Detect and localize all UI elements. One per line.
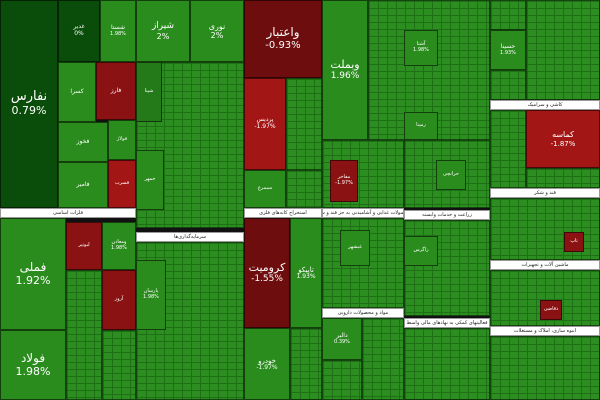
tile-fowlad[interactable]: فولاد 1.98%: [0, 330, 66, 400]
tile-remapna[interactable]: رمپنا: [404, 112, 438, 140]
tile-heranchi[interactable]: حرانچی: [436, 160, 466, 190]
small-tiles-tile-block: [526, 0, 600, 100]
tile-nafars[interactable]: نفارس 0.79%: [0, 0, 58, 208]
tile-ashen[interactable]: آشنا 1.98%: [404, 30, 438, 66]
tile-ghadir[interactable]: غدیر 0%: [58, 0, 100, 62]
tile-tan[interactable]: تاپ: [564, 232, 584, 252]
tile-dalber[interactable]: دالبر 0.39%: [322, 318, 362, 360]
tile-vaghtbar[interactable]: واعتبار -0.93%: [244, 0, 322, 78]
tile-ghamli[interactable]: فملی 1.92%: [0, 218, 66, 330]
tile-shasta[interactable]: شستا 1.98%: [100, 0, 136, 62]
tile-shoosh[interactable]: شپنا: [136, 62, 162, 122]
small-tiles-tile-block-2: [490, 0, 526, 30]
small-tiles-bank-block-2: [286, 170, 322, 208]
sector-label-tile: کاشی و سرامیک: [490, 100, 600, 110]
tile-kamaseh[interactable]: کماسه -1.87%: [526, 110, 600, 168]
sector-label-electric: فعالیتهای کمکی به نهادهای مالی واسط: [404, 318, 490, 328]
sector-label-food: محصولات غذایی و آشامیدنی به جز قند و شکر: [322, 208, 404, 218]
small-tiles-misc-block: [490, 336, 600, 400]
tile-parsan[interactable]: پارسان 1.98%: [136, 260, 166, 330]
tile-foolaj[interactable]: فولاژ: [108, 120, 136, 160]
small-tiles-sugar-block-2: [526, 168, 600, 188]
tile-shiraz[interactable]: شیراز 2%: [136, 0, 190, 62]
tile-kasra[interactable]: کسرا: [58, 62, 96, 122]
small-tiles-tile-block-3: [490, 70, 526, 100]
tile-vbmelat[interactable]: وبملت 1.96%: [322, 0, 368, 140]
sector-label-pharma: مواد و محصولات دارویی: [322, 308, 404, 318]
sector-label-investment: سرمایه‌گذاری‌ها: [136, 232, 244, 242]
small-tiles-metal-block-2: [102, 330, 136, 400]
small-tiles-auto-block: [290, 328, 322, 400]
tile-rakish[interactable]: ومعادن 1.98%: [102, 222, 136, 270]
tile-noori[interactable]: نوری 2%: [190, 0, 244, 62]
tile-khemehr[interactable]: خمهر: [136, 150, 164, 210]
sector-label-machine: ماشین آلات و تجهیزات: [490, 260, 600, 270]
tile-hesabsh[interactable]: حسینا 1.93%: [490, 30, 526, 70]
tile-fsorb[interactable]: فسرب: [108, 160, 136, 208]
tile-faraz[interactable]: فارز: [96, 62, 136, 120]
small-tiles-sugar-block: [490, 110, 526, 188]
small-tiles-investment-block: [136, 242, 244, 400]
sector-label-metal: فلزات اساسی: [0, 208, 136, 218]
small-tiles-pharma-block-2: [362, 318, 404, 400]
small-tiles-electric-block: [404, 328, 490, 400]
small-tiles-cement-block: [368, 0, 490, 140]
sector-label-mining: استخراج کانه‌های فلزی: [244, 208, 322, 218]
tile-tapiko[interactable]: تاپیکو 1.93%: [290, 218, 322, 328]
tile-zagros[interactable]: زاگرس: [404, 236, 438, 266]
tile-meghan[interactable]: مفاخر -1.97%: [330, 160, 358, 202]
tile-famir[interactable]: فامیر: [58, 162, 108, 208]
sector-label-real: انبوه سازی، املاک و مستغلات: [490, 326, 600, 336]
tile-ghaj[interactable]: غبشهر: [340, 230, 370, 266]
tile-lebanon[interactable]: لبوتیر: [66, 222, 102, 270]
small-tiles-metal-block: [66, 270, 102, 400]
small-tiles-bank-block: [286, 78, 322, 170]
tile-poordis[interactable]: پردیس -1.97%: [244, 78, 286, 170]
sector-label-infra: زراعت و خدمات وابسته: [404, 210, 490, 220]
tile-fkhooz[interactable]: فخوز: [58, 122, 108, 162]
tile-khodro[interactable]: خودرو -1.97%: [244, 328, 290, 400]
tile-kermoosh[interactable]: کروميت -1.55%: [244, 218, 290, 328]
sector-label-sugar: قند و شکر: [490, 188, 600, 198]
tile-aroz[interactable]: آروز: [102, 270, 136, 330]
small-tiles-infra-block: [404, 220, 490, 316]
small-tiles-pharma-block-3: [322, 360, 362, 400]
tile-dghazi[interactable]: دقاضی: [540, 300, 562, 320]
tile-sambakht[interactable]: سیمرغ: [244, 170, 286, 208]
